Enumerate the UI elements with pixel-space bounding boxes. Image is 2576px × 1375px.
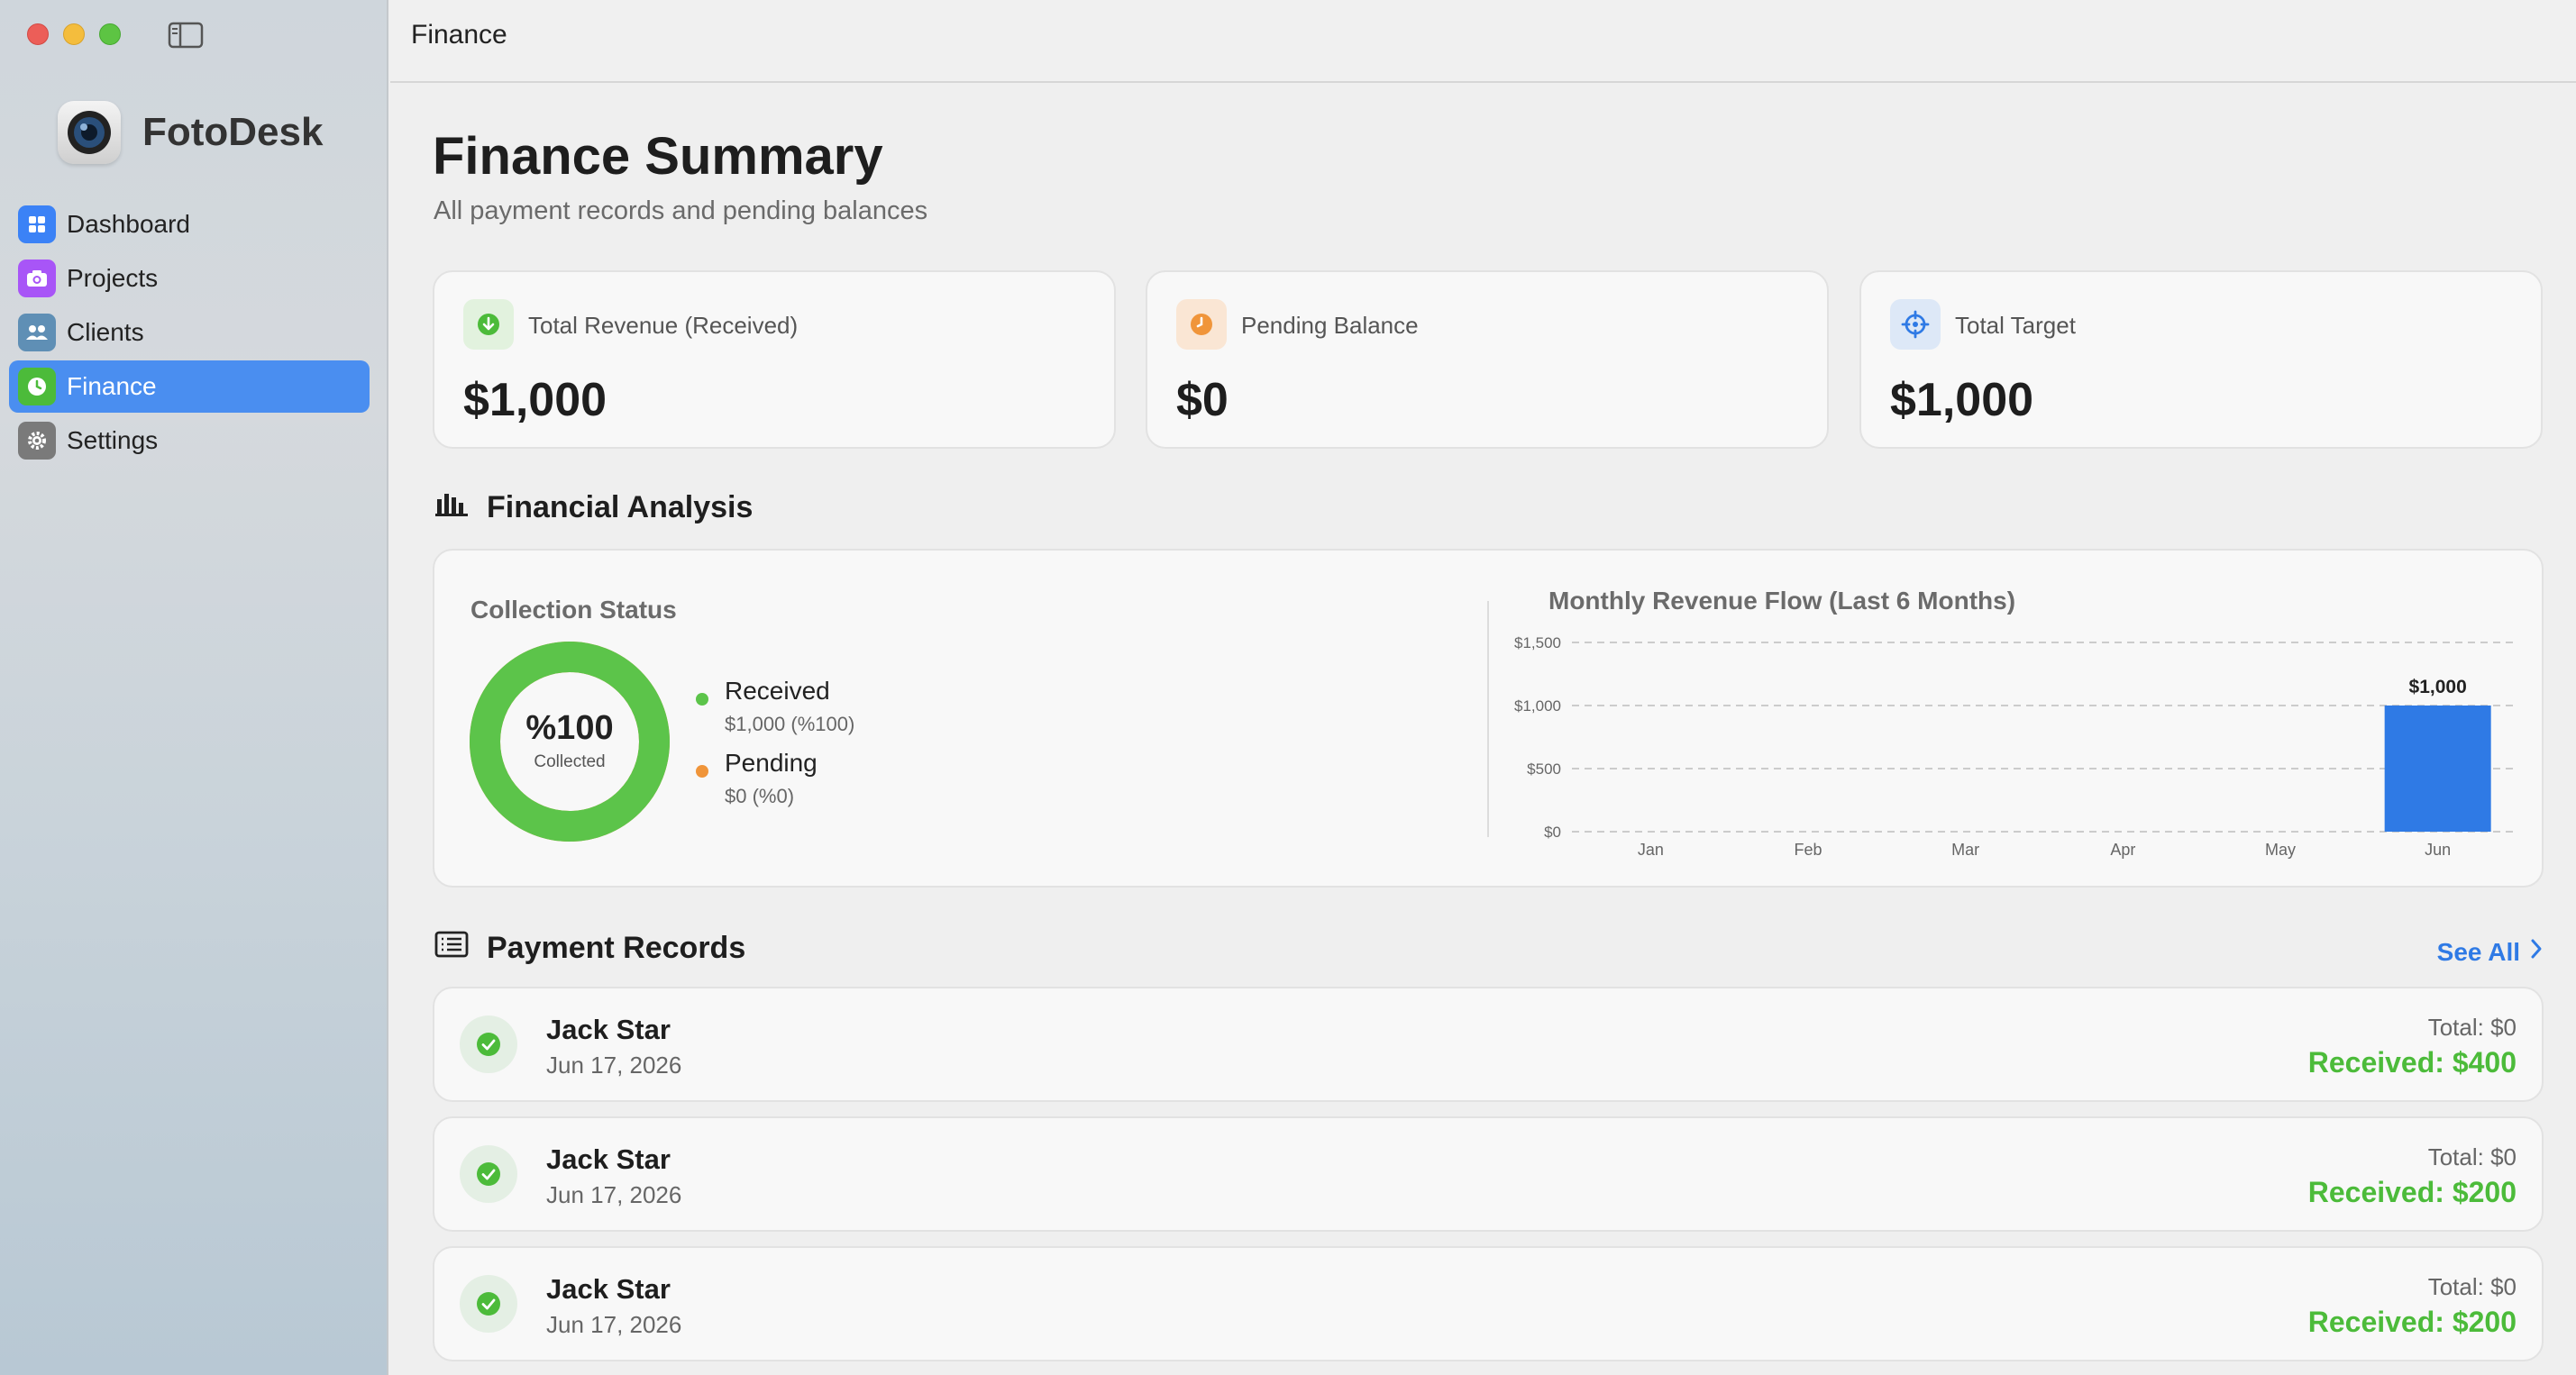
see-all-link[interactable]: See All [2437,937,2544,967]
payment-record-row[interactable]: Jack Star Jun 17, 2026 Total: $0 Receive… [433,987,2544,1102]
checkmark-circle-icon [460,1275,517,1333]
stat-value: $1,000 [1890,374,2034,426]
sidebar-nav: Dashboard Projects Clients Finance Setti… [9,198,370,469]
record-received: Received: $400 [2307,1046,2517,1079]
client-name: Jack Star [546,1273,671,1305]
checkmark-circle-icon [460,1145,517,1203]
arrow-down-circle-icon [463,299,514,350]
sidebar: FotoDesk Dashboard Projects Clients Fina… [0,0,388,1375]
financial-analysis-heading: Financial Analysis [434,490,753,525]
y-tick-label: $0 [1544,824,1561,841]
minimize-window-button[interactable] [63,23,85,45]
legend-value: $0 (%0) [725,785,795,807]
record-date: Jun 17, 2026 [546,1052,682,1079]
record-date: Jun 17, 2026 [546,1181,682,1208]
main-content: Finance Summary All payment records and … [390,85,2576,1375]
section-title: Payment Records [487,931,746,965]
client-name: Jack Star [546,1014,671,1045]
record-received: Received: $200 [2307,1306,2517,1338]
stat-card-target: Total Target $1,000 [1859,270,2543,449]
stat-label: Total Target [1955,312,2076,339]
gear-icon [18,422,56,460]
payment-records-header: Payment Records See All [433,930,2544,975]
analysis-card: Collection Status %100 Collected Receive… [433,549,2544,888]
sidebar-item-label: Settings [67,426,159,454]
sidebar-item-dashboard[interactable]: Dashboard [9,198,370,250]
clock-icon [1176,299,1227,350]
clock-coin-icon [18,368,56,405]
window-toolbar: Finance [390,0,2576,83]
sidebar-toggle-icon[interactable] [168,22,204,49]
grid-icon [18,205,56,243]
sidebar-item-label: Clients [67,318,144,346]
sidebar-item-settings[interactable]: Settings [9,414,370,467]
x-tick-label: May [2265,841,2296,859]
record-received: Received: $200 [2307,1176,2517,1208]
record-total: Total: $0 [2427,1273,2517,1300]
chevron-right-icon [2529,937,2544,967]
client-name: Jack Star [546,1143,671,1175]
donut-percent: %100 [525,709,614,747]
see-all-label: See All [2436,937,2520,966]
bar-jun [2384,706,2491,832]
record-total: Total: $0 [2427,1014,2517,1041]
collection-status-title: Collection Status [470,596,677,624]
monthly-revenue-chart: $0 $500 $1,000 $1,500 Jan Feb Mar Apr May $1,000 J… [1514,634,2517,859]
stat-value: $0 [1176,374,1229,426]
collection-donut: %100 Collected [469,641,671,842]
window-controls [27,23,121,45]
sidebar-item-projects[interactable]: Projects [9,252,370,305]
received-dot [696,693,708,706]
sidebar-item-label: Dashboard [67,210,190,238]
stat-label: Total Revenue (Received) [528,312,799,339]
target-icon [1890,299,1941,350]
stat-label: Pending Balance [1241,312,1419,339]
payment-record-row[interactable]: Jack Star Jun 17, 2026 Total: $0 Receive… [433,1116,2544,1232]
x-tick-label: Feb [1794,841,1822,859]
app-name: FotoDesk [142,110,324,154]
x-tick-label: Mar [1951,841,1979,859]
page-title: Finance Summary [433,127,883,186]
chart-title: Monthly Revenue Flow (Last 6 Months) [1548,587,2016,615]
legend-label: Received [725,677,830,705]
pending-dot [696,765,708,778]
y-tick-label: $1,000 [1514,697,1561,715]
sidebar-item-clients[interactable]: Clients [9,306,370,359]
y-tick-label: $500 [1527,760,1561,778]
payment-record-row[interactable]: Jack Star Jun 17, 2026 Total: $0 Receive… [433,1246,2544,1361]
sidebar-item-label: Projects [67,264,159,292]
record-total: Total: $0 [2427,1143,2517,1170]
record-date: Jun 17, 2026 [546,1311,682,1338]
brand: FotoDesk [58,101,323,164]
legend-value: $1,000 (%100) [725,713,855,735]
checkmark-circle-icon [460,1015,517,1073]
donut-caption: Collected [534,752,606,771]
payment-records-heading: Payment Records [434,930,745,967]
bar-data-label: $1,000 [2409,677,2467,697]
x-tick-label: Jan [1638,841,1664,859]
stat-card-pending: Pending Balance $0 [1146,270,1829,449]
x-tick-label: Apr [2110,841,2135,859]
camera-lens-logo-icon [58,101,121,164]
sidebar-item-finance[interactable]: Finance [9,360,370,413]
zoom-window-button[interactable] [99,23,121,45]
legend-label: Pending [725,749,818,777]
close-window-button[interactable] [27,23,49,45]
sidebar-item-label: Finance [67,372,157,400]
camera-icon [18,260,56,297]
y-tick-label: $1,500 [1514,634,1561,651]
list-icon [434,930,469,967]
stat-value: $1,000 [463,374,607,426]
window-title: Finance [411,20,507,50]
divider [1487,601,1489,837]
donut-received-arc [470,642,670,842]
stat-card-revenue: Total Revenue (Received) $1,000 [433,270,1116,449]
page-subtitle: All payment records and pending balances [434,196,928,225]
people-icon [18,314,56,351]
bar-chart-icon [434,490,469,525]
x-tick-label: Jun [2425,841,2451,859]
section-title: Financial Analysis [487,490,754,524]
